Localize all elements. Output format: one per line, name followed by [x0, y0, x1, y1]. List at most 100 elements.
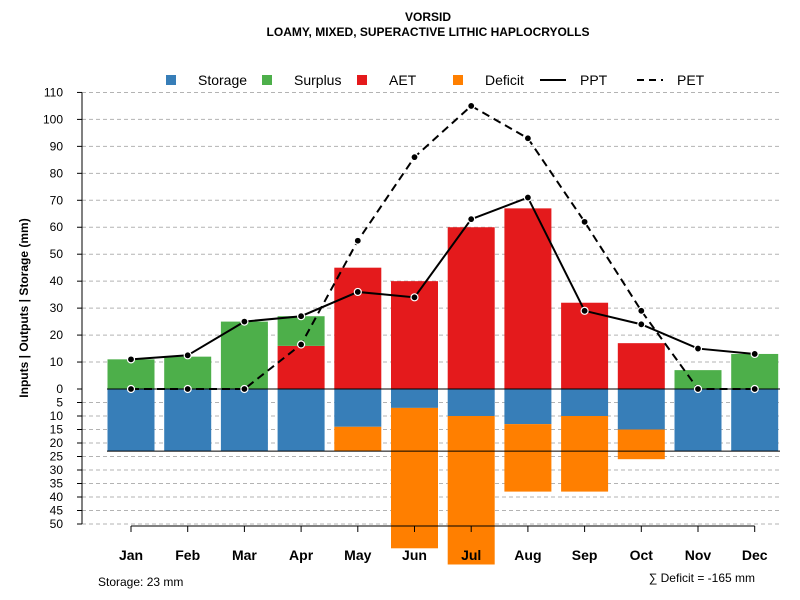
- storage-bar: [164, 389, 212, 452]
- ppt-point: [410, 293, 419, 302]
- chart-subtitle: LOAMY, MIXED, SUPERACTIVE LITHIC HAPLOCR…: [267, 25, 590, 39]
- surplus-bar: [731, 353, 779, 389]
- x-tick-label: Sep: [572, 547, 598, 563]
- y-tick-label: 20: [50, 436, 64, 450]
- y-tick-label: 40: [50, 274, 64, 288]
- x-tick-label: Nov: [685, 547, 712, 563]
- deficit-bar: [447, 416, 495, 565]
- deficit-bar: [561, 416, 609, 492]
- y-tick-label: 30: [50, 463, 64, 477]
- y-tick-label: 45: [50, 504, 64, 518]
- pet-point: [240, 384, 249, 394]
- ppt-point: [183, 351, 192, 360]
- pet-point: [693, 384, 703, 394]
- y-tick-label: 110: [44, 85, 63, 99]
- ppt-point: [693, 344, 703, 353]
- ppt-point: [750, 349, 759, 359]
- storage-bar: [674, 389, 722, 452]
- bars: [107, 208, 779, 565]
- pet-point: [637, 306, 646, 315]
- ppt-point: [240, 317, 249, 326]
- lines: [126, 101, 759, 394]
- deficit-bar: [334, 426, 382, 452]
- y-tick-label: 80: [50, 166, 64, 180]
- legend: Storage Surplus AET Deficit PPT PET: [166, 72, 705, 88]
- legend-swatch: [453, 75, 463, 85]
- ppt-point: [580, 306, 589, 315]
- pet-point: [183, 384, 192, 394]
- pet-point: [297, 340, 306, 349]
- pet-line: [131, 104, 755, 390]
- ppt-point: [637, 320, 646, 329]
- deficit-footer: ∑ Deficit = -165 mm: [649, 571, 755, 585]
- x-tick-label: Mar: [232, 547, 257, 563]
- y-tick-label: 0: [56, 382, 63, 396]
- pet-point: [410, 153, 419, 162]
- y-tick-label: 10: [50, 409, 64, 423]
- ppt-line: [130, 196, 755, 361]
- legend-label: PET: [677, 72, 705, 88]
- y-axis-title: Inputs | Outputs | Storage (mm): [17, 218, 31, 397]
- aet-bar: [617, 343, 665, 389]
- pet-point: [126, 384, 136, 394]
- legend-swatch: [357, 75, 367, 85]
- y-tick-label: 70: [50, 193, 64, 207]
- y-tick-label: 50: [50, 247, 64, 261]
- y-tick-label: 60: [50, 220, 64, 234]
- x-tick-label: Feb: [175, 547, 200, 563]
- aet-bar: [334, 267, 382, 389]
- x-tick-label: Jan: [119, 547, 143, 563]
- surplus-bar: [674, 370, 722, 389]
- deficit-bar: [617, 429, 665, 460]
- deficit-bar: [504, 424, 552, 492]
- chart-title: VORSID: [405, 10, 451, 24]
- aet-bar: [561, 302, 609, 389]
- x-tick-label: Aug: [514, 547, 541, 563]
- y-tick-label: 40: [50, 490, 64, 504]
- storage-bar: [391, 389, 438, 408]
- legend-label: AET: [389, 72, 417, 88]
- storage-bar: [334, 389, 382, 427]
- pet-point: [580, 217, 589, 226]
- storage-bar: [731, 389, 779, 452]
- legend-label: Deficit: [485, 72, 524, 88]
- ppt-point: [467, 215, 476, 224]
- aet-bar: [277, 345, 325, 389]
- y-tick-label: 20: [50, 328, 64, 342]
- surplus-bar: [107, 359, 155, 389]
- legend-label: Storage: [198, 72, 247, 88]
- x-tick-label: Apr: [289, 547, 314, 563]
- pet-point: [353, 236, 362, 245]
- legend-label: PPT: [580, 72, 608, 88]
- aet-bar: [504, 208, 552, 389]
- storage-bar: [107, 389, 155, 452]
- y-tick-label: 30: [50, 301, 64, 315]
- pet-point: [523, 134, 533, 143]
- y-tick-label: 5: [56, 396, 63, 410]
- storage-footer: Storage: 23 mm: [98, 575, 183, 589]
- legend-label: Surplus: [294, 72, 341, 88]
- x-tick-label: May: [344, 547, 371, 563]
- deficit-bar: [391, 407, 438, 549]
- y-tick-label: 50: [50, 517, 64, 531]
- y-tick-label: 25: [50, 450, 64, 464]
- pet-point: [750, 384, 759, 394]
- y-tick-label: 90: [50, 139, 64, 153]
- y-tick-label: 100: [43, 112, 63, 126]
- storage-bar: [447, 389, 495, 416]
- x-tick-label: Oct: [630, 547, 654, 563]
- x-tick-label: Dec: [742, 547, 768, 563]
- legend-swatch: [166, 75, 176, 85]
- pet-point: [467, 101, 476, 111]
- storage-bar: [561, 389, 609, 416]
- surplus-bar: [164, 356, 212, 389]
- ppt-point: [297, 312, 306, 321]
- ppt-point: [353, 287, 362, 297]
- storage-bar: [277, 389, 325, 452]
- y-tick-label: 10: [50, 355, 64, 369]
- x-tick-label: Jul: [461, 547, 481, 563]
- axes: 0102030405060708090100110510152025303540…: [43, 85, 780, 563]
- storage-bar: [617, 389, 665, 430]
- ppt-point: [523, 193, 533, 202]
